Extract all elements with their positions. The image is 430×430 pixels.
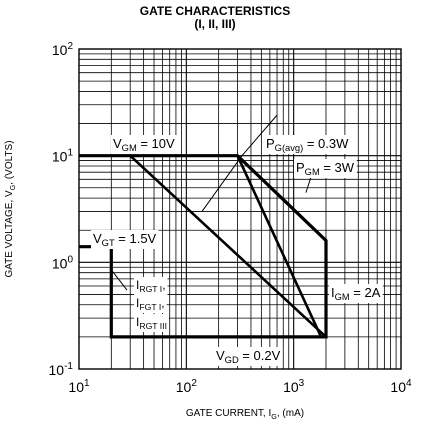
x-tick-label: 103 xyxy=(283,378,305,395)
x-tick-label: 104 xyxy=(390,378,412,395)
y-axis-label: GATE VOLTAGE, VG, (VOLTS) xyxy=(4,140,17,277)
y-tick-label: 101 xyxy=(52,148,74,165)
y-tick-label: 10-1 xyxy=(49,361,74,378)
pgavg-leader-lower xyxy=(202,156,242,212)
x-tick-label: 101 xyxy=(68,378,90,395)
x-axis-label: GATE CURRENT, IG, (mA) xyxy=(186,408,304,421)
plot-frame xyxy=(79,49,401,369)
y-tick-label: 100 xyxy=(52,254,74,271)
x-tick-label: 102 xyxy=(176,378,198,395)
y-tick-label: 102 xyxy=(52,41,74,58)
